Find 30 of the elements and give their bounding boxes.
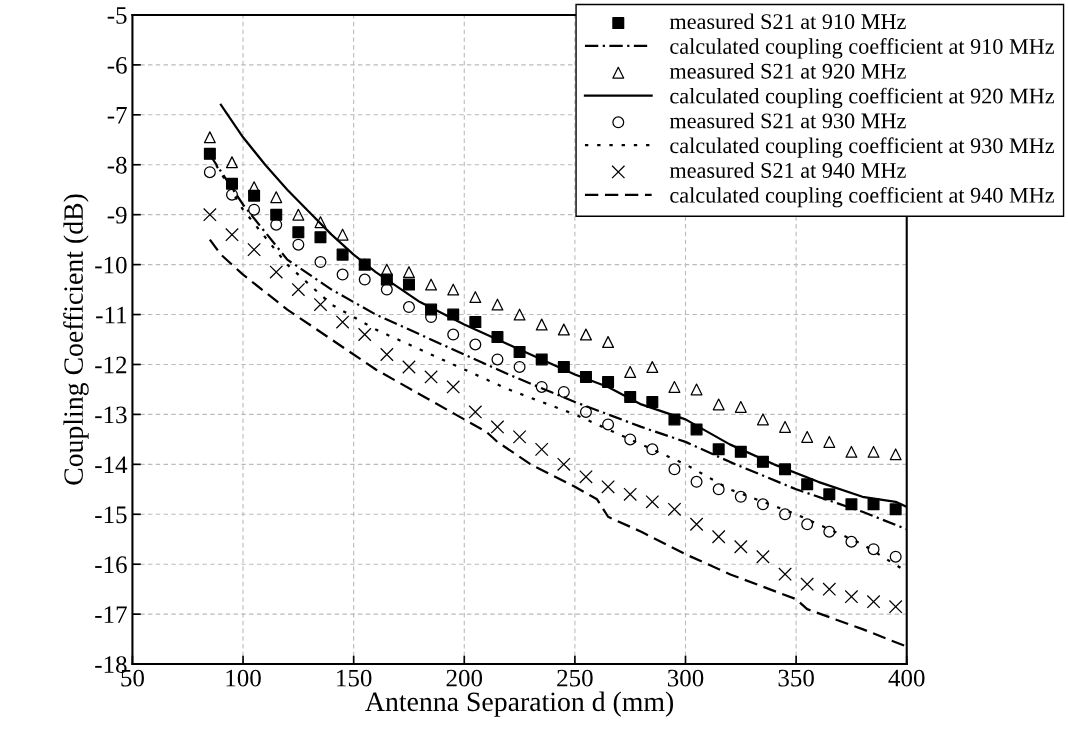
legend-label: calculated coupling coefficient at 920 MHz [670,87,1055,109]
legend-label: measured S21 at 930 MHz [669,112,906,129]
y-tick-label: -14 [95,456,128,474]
y-tick-label: -7 [107,107,127,124]
y-tick-label: -10 [95,256,127,274]
x-tick-label: 100 [226,669,261,687]
legend-label: measured S21 at 920 MHz [669,63,906,79]
y-tick-label: -5 [107,7,127,24]
y-tick-label: -16 [95,556,127,574]
x-tick-label: 150 [337,669,372,687]
y-tick-label: -15 [95,506,127,524]
y-tick-label: -6 [107,56,127,74]
y-tick-label: -17 [95,606,127,623]
legend-label: measured S21 at 940 MHz [669,162,906,178]
x-tick-label: 300 [667,669,704,687]
y-tick-label: -8 [107,156,127,174]
x-tick-label: 400 [888,669,925,687]
legend-label: calculated coupling coefficient at 930 MHz [670,137,1055,158]
legend-label: calculated coupling coefficient at 940 MHz [670,186,1055,208]
x-tick-label: 350 [778,669,814,687]
legend-label: calculated coupling coefficient at 910 MHz [670,38,1055,59]
y-tick-label: -9 [107,206,127,224]
y-axis-title: Coupling Coefficient (dB) [63,194,89,485]
y-tick-label: -11 [96,306,127,324]
x-axis-title: Antenna Separation d (mm) [365,691,674,717]
x-tick-label: 250 [557,669,593,687]
legend-label: measured S21 at 910 MHz [669,13,906,30]
y-tick-label: -12 [95,356,127,374]
y-tick-label: -13 [95,406,127,424]
x-tick-label: 200 [446,669,483,687]
